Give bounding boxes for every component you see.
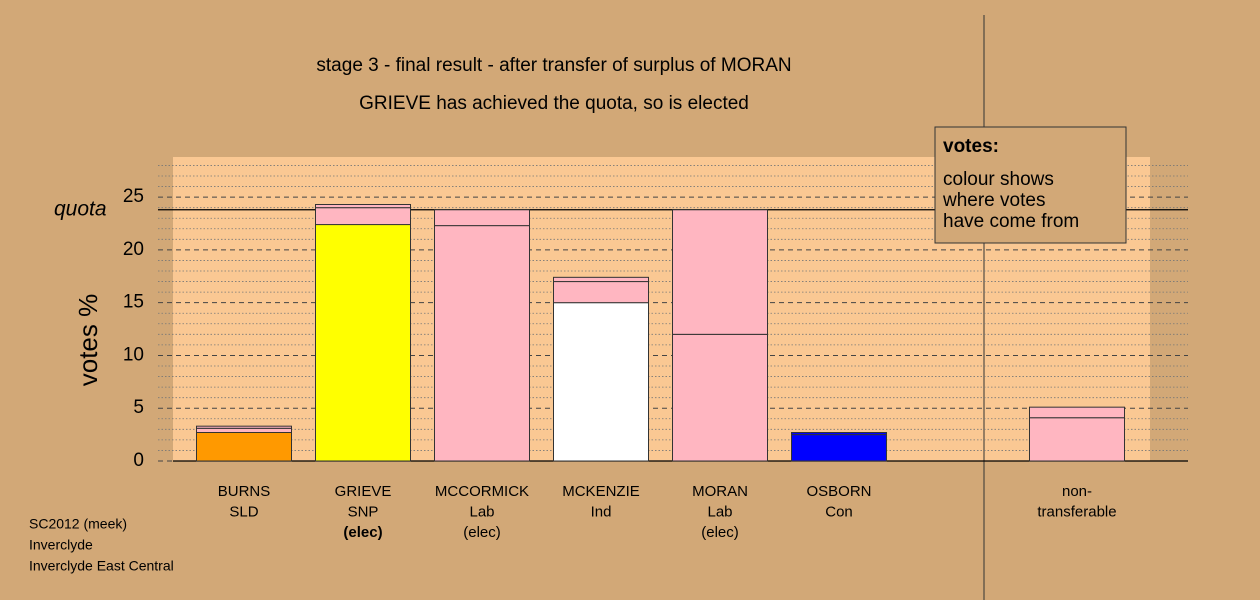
y-tick-label: 0 — [133, 450, 144, 471]
bar-segment — [553, 281, 649, 304]
x-tick-label: (elec) — [701, 524, 739, 541]
x-tick-label: MORAN — [692, 483, 748, 500]
x-tick-label: MCKENZIE — [562, 483, 640, 500]
x-tick-label: Lab — [707, 503, 732, 520]
bar-segment — [791, 434, 887, 462]
chart-title: stage 3 - final result - after transfer … — [316, 55, 791, 76]
x-tick-label: SLD — [229, 503, 258, 520]
x-tick-label: (elec) — [343, 524, 382, 541]
x-tick-label: Lab — [469, 503, 494, 520]
bar-segment — [1029, 406, 1125, 419]
bar-segment — [672, 209, 768, 335]
bar-segment — [196, 432, 292, 462]
x-tick-label: (elec) — [463, 524, 501, 541]
legend-text: have come from — [943, 211, 1079, 232]
y-tick-label: 10 — [123, 344, 144, 365]
x-tick-label: Con — [825, 503, 853, 520]
bar-segment — [315, 207, 411, 226]
footnote: Inverclyde — [29, 537, 93, 553]
bar-segment — [791, 432, 887, 436]
bar-segment — [1029, 417, 1125, 462]
legend-text: where votes — [942, 190, 1045, 211]
x-tick-label: SNP — [348, 503, 379, 520]
bar-segment — [672, 333, 768, 462]
x-tick-label: OSBORN — [806, 483, 871, 500]
footnote: SC2012 (meek) — [29, 516, 127, 532]
bar-segment — [553, 276, 649, 283]
chart-subtitle: GRIEVE has achieved the quota, so is ele… — [359, 93, 749, 114]
x-tick-label: Ind — [591, 503, 612, 520]
legend-text: colour shows — [943, 169, 1054, 190]
y-tick-label: 5 — [133, 397, 144, 418]
x-tick-label: non- — [1062, 483, 1092, 500]
y-tick-label: 20 — [123, 239, 144, 260]
x-tick-label: BURNS — [218, 483, 271, 500]
bar-segment — [315, 204, 411, 209]
legend-heading: votes: — [943, 136, 999, 157]
legend-box — [934, 126, 1127, 244]
x-tick-label: transferable — [1037, 503, 1116, 520]
quota-label: quota — [54, 197, 107, 220]
x-tick-label: GRIEVE — [335, 483, 392, 500]
bar-segment — [196, 427, 292, 433]
bar-segment — [434, 225, 530, 462]
y-tick-label: 15 — [123, 292, 144, 313]
footnote: Inverclyde East Central — [29, 558, 174, 574]
bar-segment — [196, 425, 292, 429]
y-axis-label: votes % — [73, 294, 103, 387]
y-tick-label: 25 — [123, 186, 144, 207]
bar-segment — [553, 302, 649, 462]
bar-segment — [315, 224, 411, 462]
bar-segment — [434, 209, 530, 227]
x-tick-label: MCCORMICK — [435, 483, 529, 500]
